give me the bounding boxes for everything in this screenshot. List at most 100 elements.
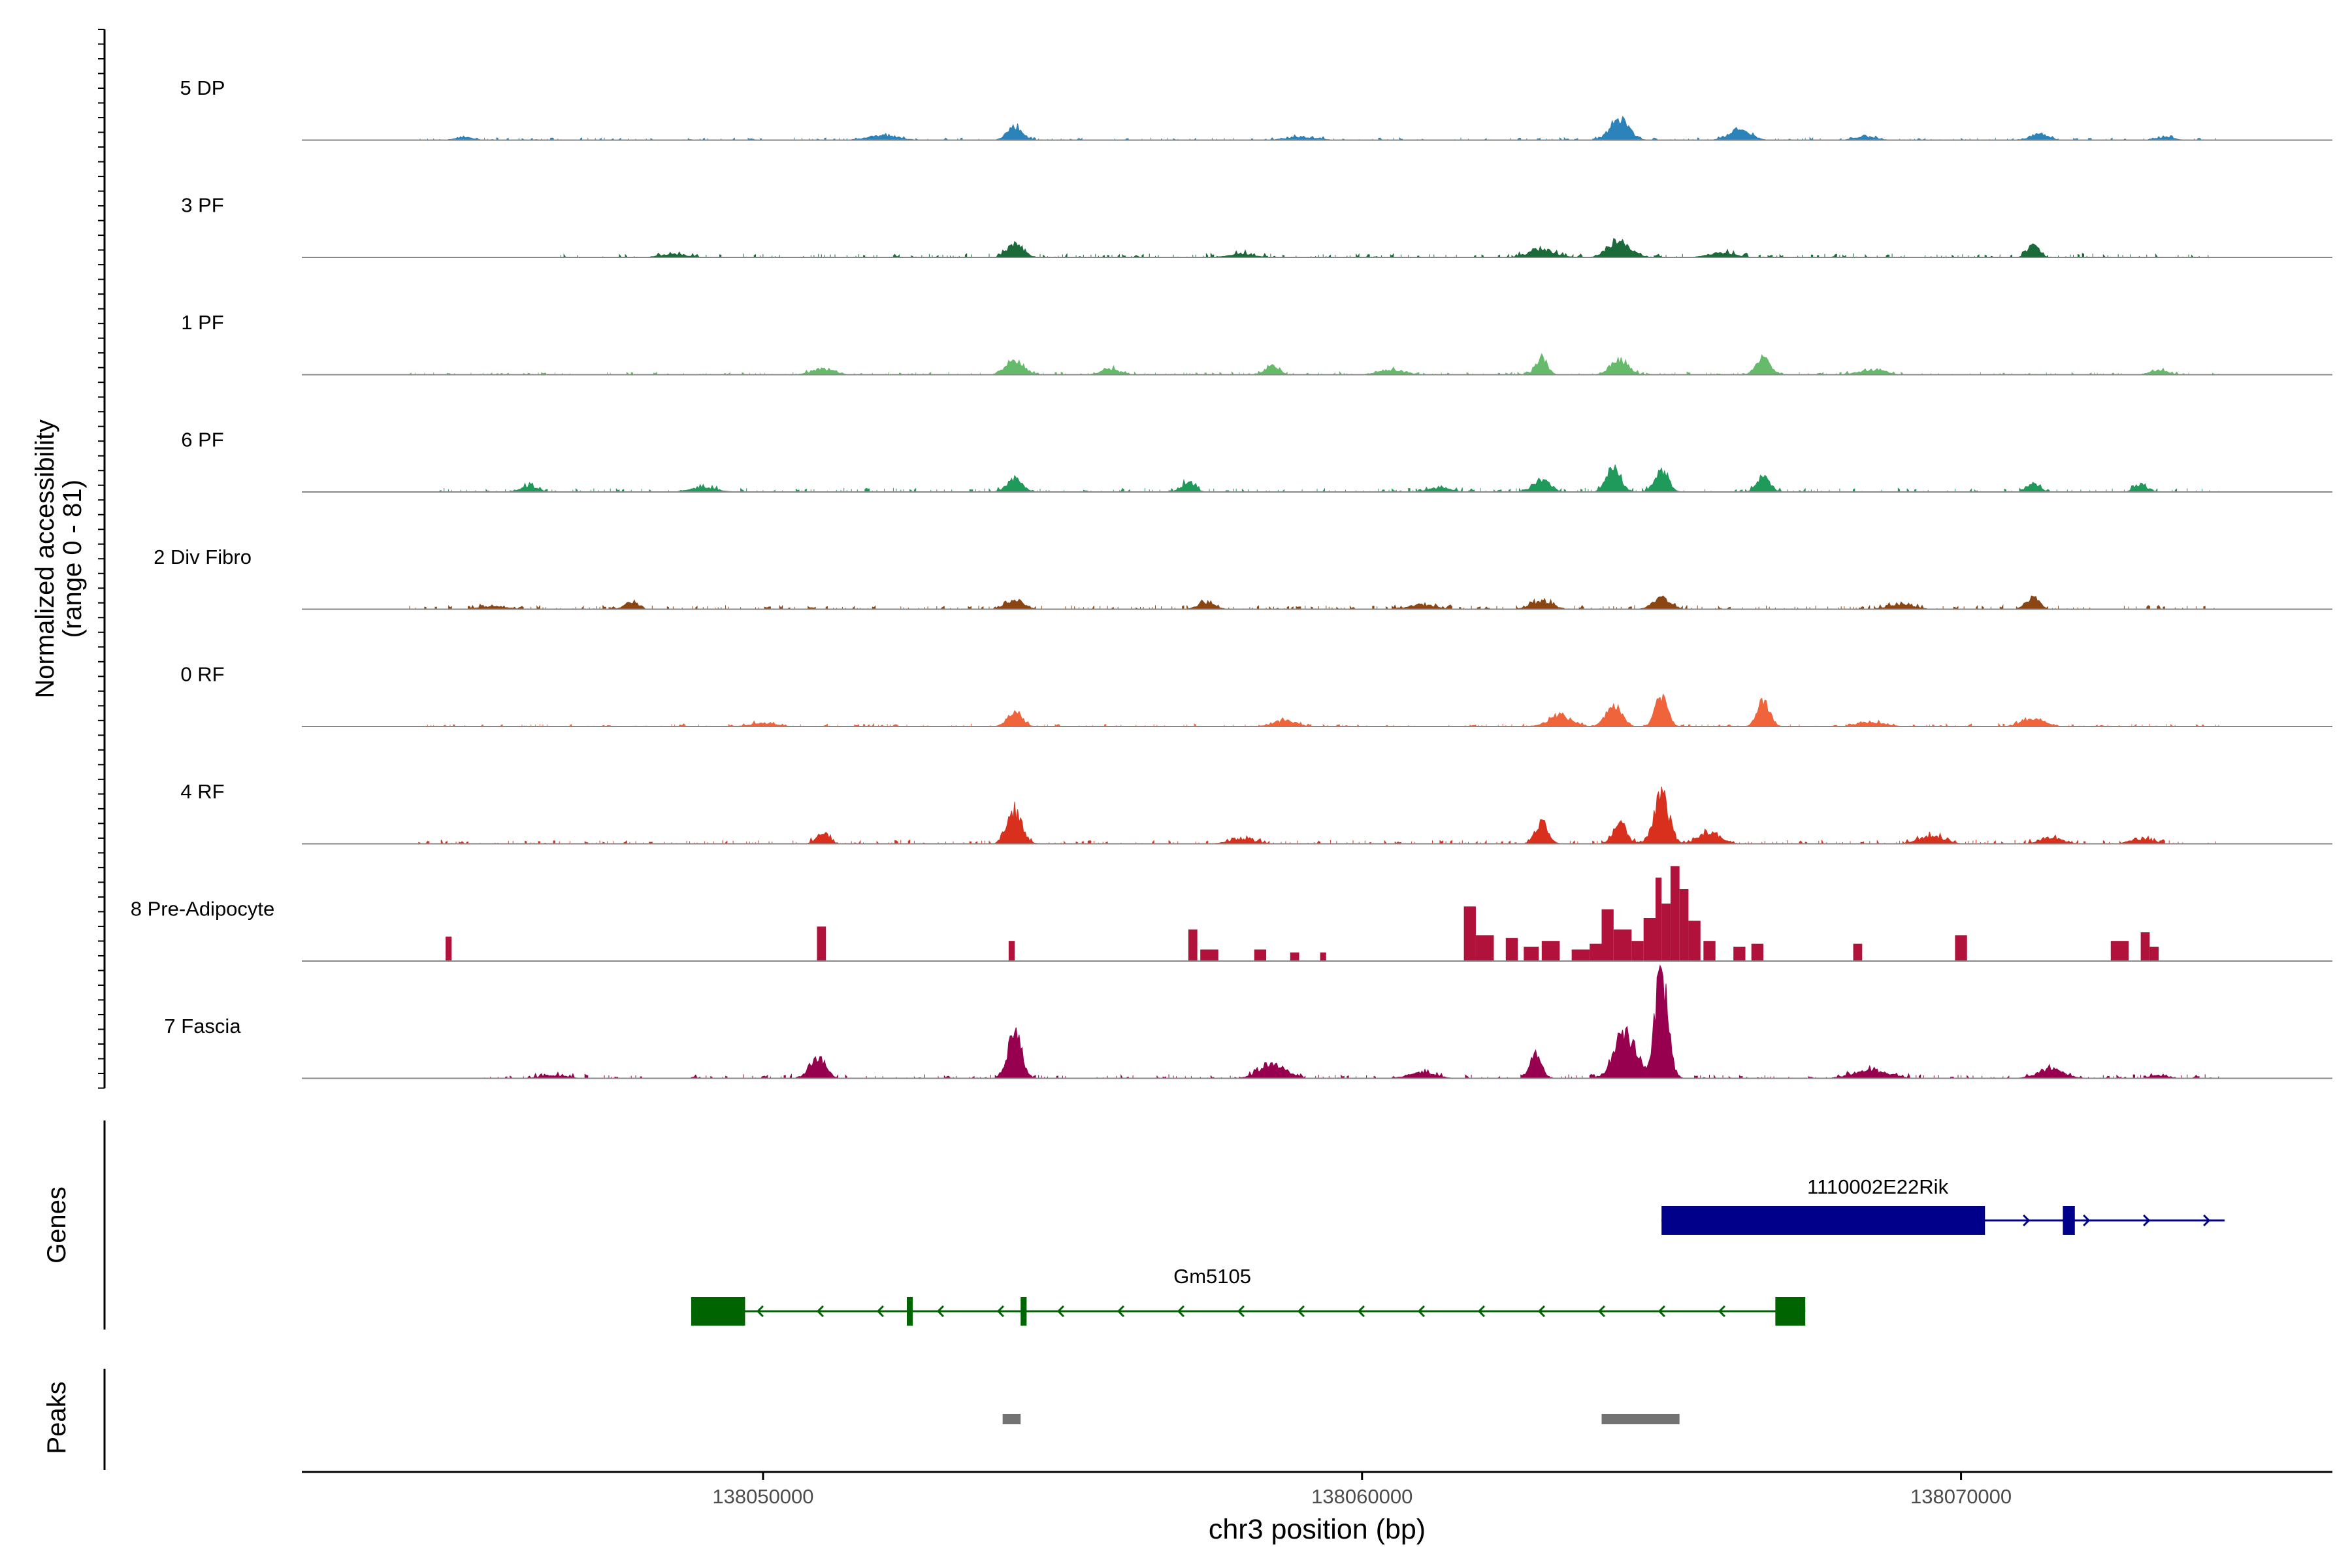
coverage-bar [1751, 943, 1764, 961]
coverage-area [1590, 702, 1634, 727]
coverage-area [1595, 464, 1634, 493]
x-tick-label: 138050000 [712, 1485, 813, 1508]
gene-gm5105: Gm5105 [691, 1265, 1806, 1326]
coverage-bar [1661, 904, 1671, 961]
gene-exon [2063, 1206, 2075, 1235]
track-label: 8 Pre-Adipocyte [131, 898, 275, 921]
coverage-bar [1601, 909, 1614, 961]
strand-arrow [1658, 1305, 1665, 1318]
coverage-area [1392, 1068, 1451, 1079]
coverage-area [1695, 248, 1749, 258]
x-axis-title: chr3 position (bp) [1209, 1514, 1426, 1545]
coverage-bar [1008, 941, 1015, 961]
coverage-area [2007, 717, 2059, 727]
track-3-pf: 3 PF [181, 194, 2332, 258]
track-label: 2 Div Fibro [154, 546, 252, 568]
coverage-area [1520, 1049, 1553, 1079]
coverage-area [510, 482, 548, 493]
coverage-area [1601, 787, 1737, 844]
coverage-bar [1955, 935, 1967, 961]
coverage-area [1713, 127, 1765, 140]
track-5-dp: 5 DP [180, 76, 2332, 141]
coverage-area [1874, 601, 1927, 610]
coverage-bar [817, 926, 826, 961]
coverage-bar [1688, 921, 1701, 961]
coverage-area [994, 1027, 1036, 1079]
track-label: 7 Fascia [164, 1015, 241, 1037]
coverage-area [798, 367, 846, 375]
coverage-bar [1571, 949, 1590, 961]
track-label: 0 RF [180, 663, 224, 686]
track-8-pre-adipocyte: 8 Pre-Adipocyte [131, 866, 2332, 962]
coverage-area [1641, 466, 1680, 493]
coverage-area [996, 123, 1036, 140]
coverage-area [467, 603, 524, 610]
strand-arrow [1237, 1305, 1245, 1318]
strand-arrow [1417, 1305, 1425, 1318]
coverage-area [1531, 711, 1588, 727]
genes-panel-title: Genes [42, 1186, 71, 1264]
track-label: 5 DP [180, 76, 225, 99]
coverage-area [527, 1071, 578, 1079]
coverage-bar [1320, 952, 1326, 961]
gene-exon [691, 1297, 745, 1326]
peaks-panel [103, 1369, 1680, 1470]
strand-arrow [1597, 1305, 1605, 1318]
coverage-area [996, 710, 1033, 727]
strand-arrow [2203, 1214, 2211, 1227]
coverage-area [994, 802, 1037, 844]
y-axis-accessibility [98, 29, 106, 1089]
coverage-area [1511, 245, 1574, 258]
strand-arrow [1357, 1305, 1365, 1318]
coverage-area [738, 720, 788, 727]
strand-arrow [1056, 1305, 1064, 1318]
coverage-area [1597, 357, 1644, 375]
coverage-area [1589, 964, 1683, 1079]
coverage-area [677, 483, 732, 493]
coverage-bar [1541, 941, 1560, 961]
coverage-area [993, 598, 1036, 610]
track-2-div-fibro: 2 Div Fibro [154, 546, 2332, 610]
coverage-area [2019, 482, 2050, 493]
coverage-area [1643, 693, 1678, 727]
coverage-bar [1679, 889, 1689, 961]
track-label: 6 PF [181, 429, 223, 451]
coverage-bar [1643, 918, 1656, 961]
coverage-bar [2140, 932, 2150, 961]
coverage-area [1392, 602, 1452, 610]
coverage-bar [1656, 877, 1662, 961]
coverage-bar [1505, 938, 1518, 961]
y-axis-title-line1: Normalized accessibility [31, 419, 59, 698]
coverage-area [1258, 717, 1312, 727]
track-0-rf: 0 RF [180, 663, 2332, 727]
track-4-rf: 4 RF [180, 780, 2332, 845]
coverage-bar [2149, 947, 2159, 961]
coverage-area [1523, 353, 1556, 375]
coverage-area [1845, 719, 1899, 727]
track-1-pf: 1 PF [181, 311, 2332, 376]
coverage-bar [1733, 947, 1746, 961]
strand-arrow [816, 1305, 824, 1318]
coverage-area [1364, 367, 1420, 375]
coverage-bar [1613, 929, 1632, 961]
coverage-area [1745, 474, 1782, 493]
gene-exon [1021, 1297, 1027, 1326]
coverage-area [2127, 482, 2158, 493]
coverage-area [1832, 1064, 1911, 1079]
coverage-bar [1703, 941, 1716, 961]
coverage-area [2028, 834, 2078, 844]
peak-region [1601, 1414, 1680, 1424]
coverage-area [994, 474, 1035, 493]
coverage-area [448, 135, 481, 140]
track-6-pf: 6 PF [181, 429, 2332, 493]
strand-arrow [876, 1305, 884, 1318]
strand-arrow [996, 1305, 1004, 1318]
strand-arrow [1117, 1305, 1124, 1318]
coverage-area [1844, 368, 1897, 375]
coverage-tracks: 5 DP 3 PF 1 PF 6 PF 2 Div Fibro 0 RF 4 RF 8 Pre… [131, 76, 2332, 1079]
strand-arrow [2083, 1214, 2091, 1227]
coverage-area [1640, 595, 1683, 610]
strand-arrow [1297, 1305, 1305, 1318]
x-axis-genomic-position: 138050000 138060000 138070000 [302, 1471, 2332, 1508]
coverage-bar [1475, 935, 1494, 961]
